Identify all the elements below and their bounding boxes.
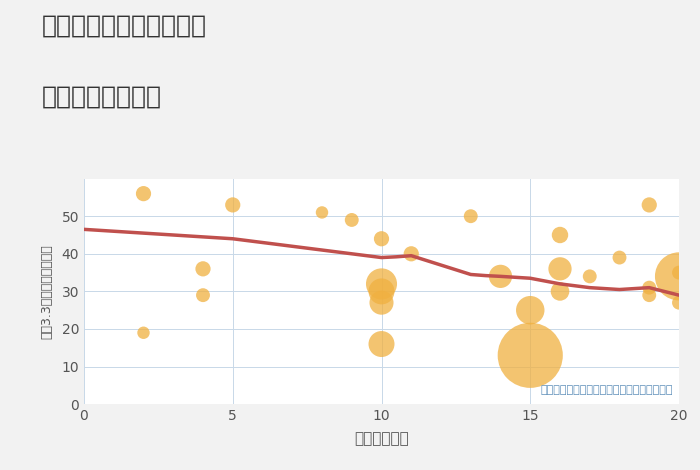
Point [554, 231, 566, 239]
Point [673, 273, 685, 280]
Point [465, 212, 476, 220]
X-axis label: 駅距離（分）: 駅距離（分） [354, 431, 409, 446]
Point [227, 201, 238, 209]
Point [406, 250, 417, 258]
Point [673, 269, 685, 276]
Point [673, 299, 685, 306]
Point [197, 265, 209, 273]
Point [197, 291, 209, 299]
Point [525, 352, 536, 359]
Text: 円の大きさは、取引のあった物件面積を示す: 円の大きさは、取引のあった物件面積を示す [540, 385, 673, 395]
Point [376, 280, 387, 288]
Point [376, 288, 387, 295]
Point [138, 190, 149, 197]
Point [614, 254, 625, 261]
Y-axis label: 坪（3.3㎡）単価（万円）: 坪（3.3㎡）単価（万円） [40, 244, 53, 339]
Point [584, 273, 595, 280]
Point [644, 201, 655, 209]
Point [644, 291, 655, 299]
Point [376, 340, 387, 348]
Point [346, 216, 357, 224]
Point [138, 329, 149, 337]
Text: 駅距離別土地価格: 駅距離別土地価格 [42, 85, 162, 109]
Point [376, 299, 387, 306]
Point [644, 284, 655, 291]
Point [525, 306, 536, 314]
Point [554, 265, 566, 273]
Point [554, 288, 566, 295]
Point [495, 273, 506, 280]
Point [376, 235, 387, 243]
Text: 愛知県北名古屋市二子の: 愛知県北名古屋市二子の [42, 14, 207, 38]
Point [316, 209, 328, 216]
